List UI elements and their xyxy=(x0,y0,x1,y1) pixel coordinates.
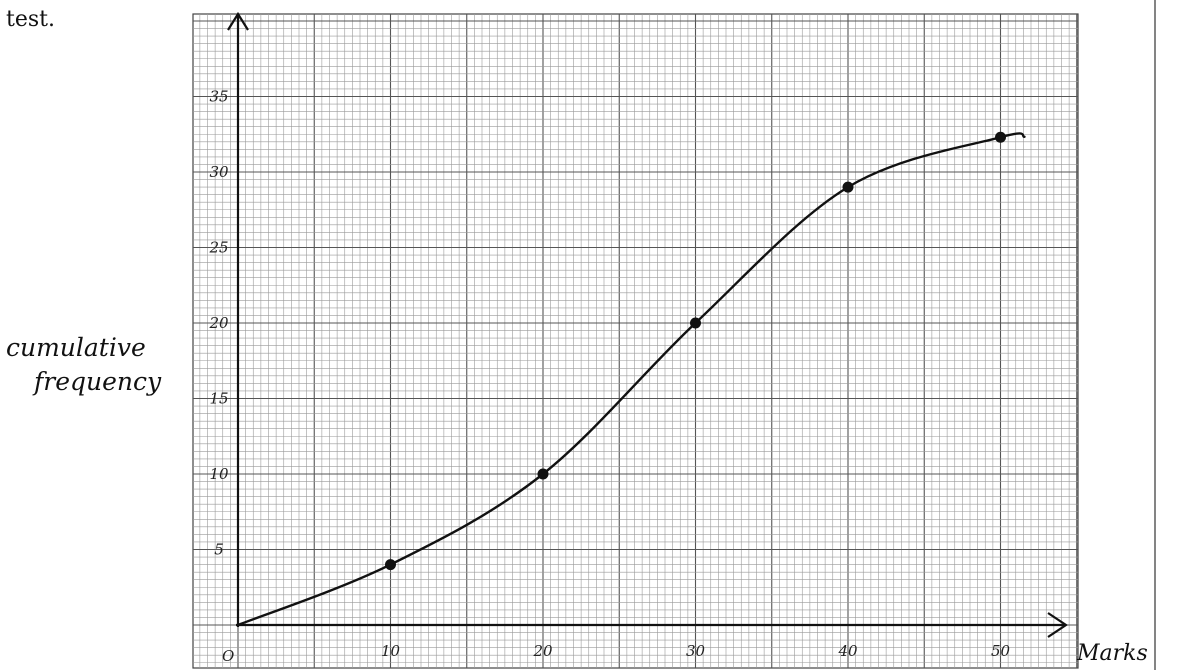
x-tick-label: 30 xyxy=(686,642,706,660)
x-tick-label: 50 xyxy=(991,642,1011,660)
y-axis-label-line1: cumulative xyxy=(6,333,146,362)
y-axis-label-line2: frequency xyxy=(32,367,162,396)
data-point xyxy=(995,131,1006,143)
leading-text: test. xyxy=(6,7,55,32)
y-tick-label: 25 xyxy=(208,239,228,257)
grid-frame xyxy=(192,13,1079,669)
y-tick-label: 30 xyxy=(209,163,229,181)
y-tick-label: 5 xyxy=(214,541,224,559)
data-points xyxy=(385,131,1006,571)
y-axis-arrow xyxy=(227,11,249,31)
y-tick-label: 35 xyxy=(209,88,228,106)
data-point xyxy=(842,181,854,193)
y-tick-label: 10 xyxy=(209,465,229,483)
y-tick-label: 15 xyxy=(209,390,228,408)
x-tick-label: 40 xyxy=(837,642,858,660)
y-tick-label: 20 xyxy=(208,314,229,332)
data-point xyxy=(690,317,701,329)
x-tick-labels: 10 20 30 40 50 xyxy=(381,642,1011,660)
graph-paper-grid xyxy=(192,13,1079,669)
data-point xyxy=(385,559,396,571)
x-axis-arrow xyxy=(1047,612,1068,638)
x-axis-label: Marks xyxy=(1076,641,1148,666)
data-point xyxy=(537,468,549,480)
axes xyxy=(227,11,1068,638)
x-tick-label: 20 xyxy=(532,642,553,660)
y-tick-labels: 5 10 15 20 25 30 35 xyxy=(208,88,229,559)
origin-label: O xyxy=(222,647,234,665)
x-tick-label: 10 xyxy=(381,642,401,660)
